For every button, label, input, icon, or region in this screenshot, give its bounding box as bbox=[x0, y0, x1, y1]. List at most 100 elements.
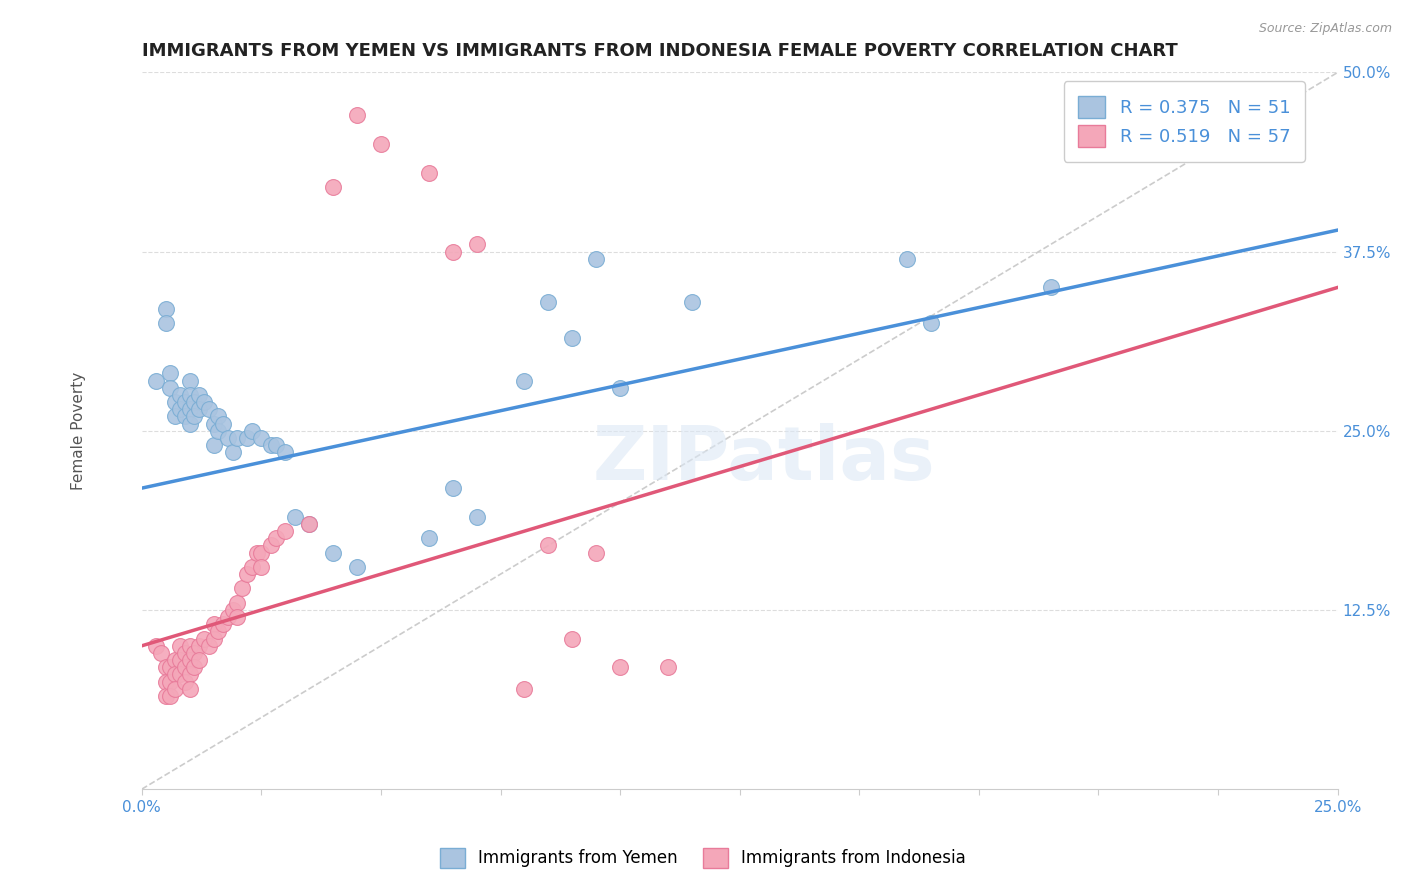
Point bbox=[165, 667, 187, 681]
Point bbox=[418, 166, 440, 180]
Point bbox=[145, 374, 167, 388]
Point bbox=[418, 531, 440, 545]
Point bbox=[149, 646, 172, 660]
Point bbox=[585, 546, 607, 560]
Legend: R = 0.375   N = 51, R = 0.519   N = 57: R = 0.375 N = 51, R = 0.519 N = 57 bbox=[1064, 81, 1305, 161]
Point bbox=[188, 639, 211, 653]
Point bbox=[264, 531, 287, 545]
Point bbox=[585, 252, 607, 266]
Point bbox=[322, 180, 344, 194]
Point bbox=[193, 632, 215, 646]
Point bbox=[240, 424, 263, 438]
Point bbox=[274, 445, 297, 459]
Point bbox=[346, 560, 368, 574]
Point bbox=[155, 301, 177, 316]
Point bbox=[250, 560, 273, 574]
Point bbox=[298, 516, 321, 531]
Point bbox=[159, 660, 181, 674]
Point bbox=[561, 330, 583, 344]
Point bbox=[264, 438, 287, 452]
Point bbox=[231, 582, 253, 596]
Point bbox=[159, 689, 181, 703]
Point bbox=[322, 546, 344, 560]
Point bbox=[274, 524, 297, 538]
Point bbox=[165, 653, 187, 667]
Point bbox=[920, 316, 942, 330]
Point bbox=[221, 445, 243, 459]
Point bbox=[226, 431, 249, 445]
Point bbox=[561, 632, 583, 646]
Point bbox=[169, 667, 191, 681]
Point bbox=[207, 424, 229, 438]
Point bbox=[183, 646, 205, 660]
Point bbox=[179, 681, 201, 696]
Point bbox=[207, 624, 229, 639]
Point bbox=[260, 539, 283, 553]
Point bbox=[165, 681, 187, 696]
Point bbox=[513, 681, 536, 696]
Legend: Immigrants from Yemen, Immigrants from Indonesia: Immigrants from Yemen, Immigrants from I… bbox=[433, 841, 973, 875]
Point bbox=[173, 395, 195, 409]
Point bbox=[159, 674, 181, 689]
Point bbox=[202, 617, 225, 632]
Point bbox=[441, 481, 464, 495]
Point bbox=[370, 137, 392, 152]
Point bbox=[169, 653, 191, 667]
Point bbox=[250, 546, 273, 560]
Point bbox=[173, 409, 195, 424]
Point bbox=[197, 402, 219, 417]
Point bbox=[284, 509, 307, 524]
Point bbox=[197, 639, 219, 653]
Point bbox=[657, 660, 679, 674]
Point bbox=[188, 402, 211, 417]
Point bbox=[183, 409, 205, 424]
Point bbox=[202, 438, 225, 452]
Point bbox=[298, 516, 321, 531]
Point bbox=[155, 689, 177, 703]
Point bbox=[159, 381, 181, 395]
Point bbox=[240, 560, 263, 574]
Point bbox=[346, 108, 368, 122]
Text: IMMIGRANTS FROM YEMEN VS IMMIGRANTS FROM INDONESIA FEMALE POVERTY CORRELATION CH: IMMIGRANTS FROM YEMEN VS IMMIGRANTS FROM… bbox=[142, 42, 1178, 60]
Point bbox=[173, 674, 195, 689]
Point bbox=[202, 632, 225, 646]
Point bbox=[179, 667, 201, 681]
Point bbox=[179, 639, 201, 653]
Point bbox=[217, 610, 239, 624]
Point bbox=[179, 417, 201, 431]
Point bbox=[236, 567, 259, 582]
Point bbox=[183, 395, 205, 409]
Point bbox=[155, 660, 177, 674]
Point bbox=[207, 409, 229, 424]
Text: ZIPatlas: ZIPatlas bbox=[592, 423, 935, 496]
Point bbox=[609, 660, 631, 674]
Point bbox=[217, 431, 239, 445]
Point bbox=[681, 294, 703, 309]
Point bbox=[226, 596, 249, 610]
Point bbox=[236, 431, 259, 445]
Point bbox=[537, 539, 560, 553]
Point bbox=[179, 402, 201, 417]
Point bbox=[537, 294, 560, 309]
Point bbox=[250, 431, 273, 445]
Point bbox=[896, 252, 918, 266]
Point bbox=[165, 409, 187, 424]
Point bbox=[193, 395, 215, 409]
Y-axis label: Female Poverty: Female Poverty bbox=[72, 372, 86, 490]
Point bbox=[159, 367, 181, 381]
Point bbox=[169, 639, 191, 653]
Point bbox=[188, 388, 211, 402]
Point bbox=[173, 646, 195, 660]
Point bbox=[188, 653, 211, 667]
Point bbox=[155, 316, 177, 330]
Point bbox=[145, 639, 167, 653]
Point bbox=[246, 546, 269, 560]
Point bbox=[1039, 280, 1062, 294]
Point bbox=[183, 660, 205, 674]
Point bbox=[609, 381, 631, 395]
Point bbox=[212, 617, 235, 632]
Point bbox=[465, 237, 488, 252]
Point bbox=[202, 417, 225, 431]
Point bbox=[169, 388, 191, 402]
Point bbox=[179, 374, 201, 388]
